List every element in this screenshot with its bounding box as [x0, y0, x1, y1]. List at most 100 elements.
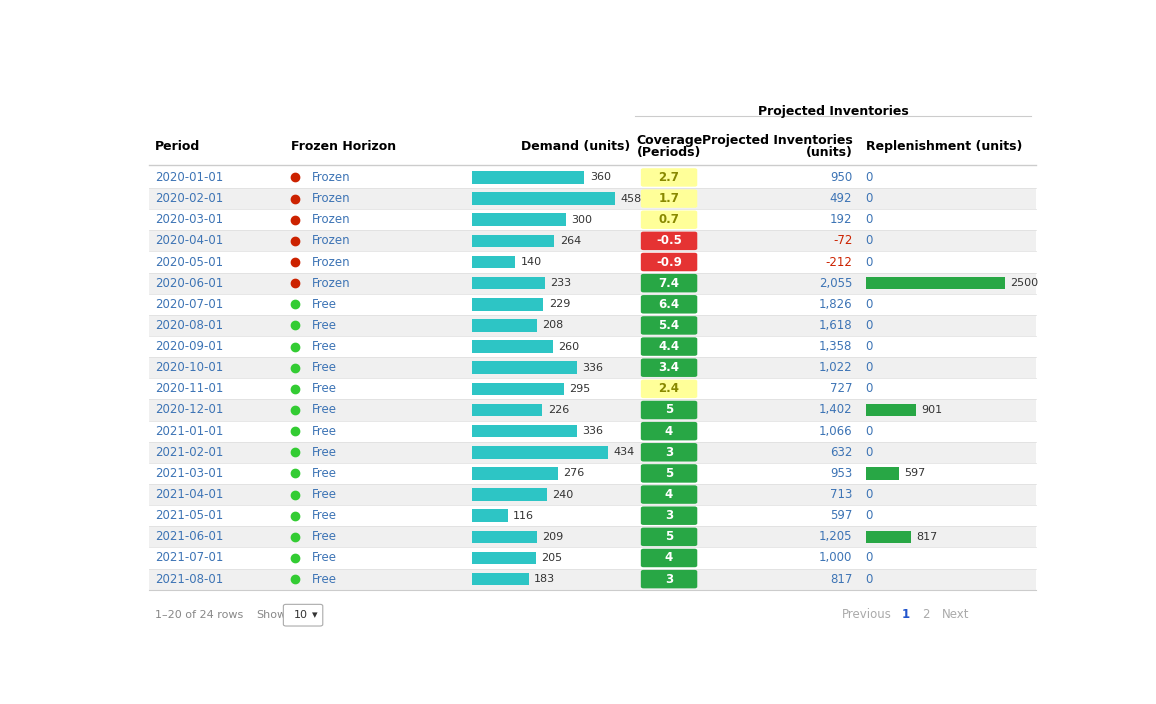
Text: Coverage: Coverage [636, 134, 702, 147]
Bar [149, 548, 1036, 569]
Text: Free: Free [312, 446, 338, 459]
Text: 2020-01-01: 2020-01-01 [155, 171, 223, 184]
Text: 632: 632 [830, 446, 852, 459]
Text: 0: 0 [866, 171, 873, 184]
Bar [149, 230, 1036, 251]
Bar [149, 484, 1036, 505]
Text: 360: 360 [590, 172, 610, 182]
Text: 3: 3 [665, 509, 673, 522]
Bar [149, 336, 1036, 357]
Text: 0: 0 [866, 509, 873, 522]
Text: 1,402: 1,402 [818, 403, 852, 417]
FancyBboxPatch shape [283, 604, 323, 626]
Text: 1: 1 [902, 608, 910, 621]
FancyBboxPatch shape [640, 316, 697, 334]
FancyBboxPatch shape [640, 443, 697, 462]
FancyBboxPatch shape [640, 274, 697, 292]
Text: Frozen: Frozen [312, 192, 350, 205]
Text: 1,000: 1,000 [818, 551, 852, 565]
Text: 183: 183 [534, 574, 555, 584]
Text: 2020-03-01: 2020-03-01 [155, 213, 223, 226]
Text: Free: Free [312, 551, 338, 565]
Text: 3.4: 3.4 [659, 361, 680, 375]
Text: -72: -72 [832, 234, 852, 247]
Text: 0.7: 0.7 [659, 213, 680, 226]
FancyBboxPatch shape [640, 189, 697, 208]
Text: 240: 240 [553, 489, 573, 500]
Text: 2021-05-01: 2021-05-01 [155, 509, 223, 522]
Bar [149, 272, 1036, 294]
Bar [472, 171, 585, 184]
Text: 336: 336 [583, 426, 603, 436]
Text: 2020-09-01: 2020-09-01 [155, 340, 223, 353]
Text: 0: 0 [866, 192, 873, 205]
Text: 2020-10-01: 2020-10-01 [155, 361, 223, 375]
Text: 953: 953 [830, 467, 852, 480]
Text: Frozen: Frozen [312, 171, 350, 184]
Bar [149, 399, 1036, 420]
Text: 458: 458 [621, 194, 642, 203]
Bar [472, 234, 554, 247]
Text: Replenishment (units): Replenishment (units) [866, 140, 1022, 153]
Text: 2020-04-01: 2020-04-01 [155, 234, 223, 247]
FancyBboxPatch shape [640, 506, 697, 525]
Text: 10: 10 [294, 610, 309, 620]
FancyBboxPatch shape [640, 422, 697, 441]
Text: 209: 209 [542, 532, 564, 542]
Text: 901: 901 [921, 405, 942, 415]
FancyBboxPatch shape [640, 210, 697, 229]
Bar [472, 403, 542, 416]
Text: 0: 0 [866, 382, 873, 396]
Text: 950: 950 [830, 171, 852, 184]
Bar [472, 192, 615, 205]
Bar [472, 531, 538, 543]
Text: 336: 336 [583, 363, 603, 372]
Text: 2020-11-01: 2020-11-01 [155, 382, 223, 396]
Text: (Periods): (Periods) [637, 146, 702, 158]
Text: 2021-02-01: 2021-02-01 [155, 446, 223, 459]
Text: Free: Free [312, 530, 338, 543]
Bar [472, 382, 564, 395]
Text: 2,055: 2,055 [818, 277, 852, 289]
Text: 0: 0 [866, 572, 873, 586]
Text: 7.4: 7.4 [659, 277, 680, 289]
Text: 434: 434 [613, 447, 635, 458]
FancyBboxPatch shape [640, 379, 697, 398]
Text: 5.4: 5.4 [659, 319, 680, 332]
Text: 295: 295 [570, 384, 591, 394]
Text: ▾: ▾ [312, 610, 318, 620]
Text: 0: 0 [866, 361, 873, 375]
Text: 4: 4 [665, 488, 673, 501]
Text: 817: 817 [917, 532, 938, 542]
Text: Previous: Previous [842, 608, 891, 621]
Text: (units): (units) [806, 146, 852, 158]
FancyBboxPatch shape [640, 548, 697, 567]
Bar [472, 319, 536, 332]
Text: 2021-03-01: 2021-03-01 [155, 467, 223, 480]
Text: 817: 817 [830, 572, 852, 586]
Text: -0.9: -0.9 [657, 256, 682, 268]
Text: -212: -212 [825, 256, 852, 268]
Bar [149, 294, 1036, 315]
Bar [149, 463, 1036, 484]
Text: 2020-08-01: 2020-08-01 [155, 319, 223, 332]
Bar [472, 256, 516, 268]
Bar [149, 167, 1036, 188]
Bar [472, 510, 507, 522]
Text: 300: 300 [571, 215, 592, 225]
Text: 233: 233 [550, 278, 571, 288]
Text: 3: 3 [665, 446, 673, 459]
Text: 2: 2 [922, 608, 929, 621]
Text: Period: Period [155, 140, 200, 153]
Text: 597: 597 [904, 468, 926, 479]
Bar [866, 467, 899, 479]
Bar [149, 420, 1036, 441]
FancyBboxPatch shape [640, 253, 697, 271]
Text: 0: 0 [866, 425, 873, 438]
Text: 192: 192 [830, 213, 852, 226]
Text: 208: 208 [542, 320, 563, 330]
Text: 1,205: 1,205 [818, 530, 852, 543]
Bar [149, 315, 1036, 336]
Text: 2021-07-01: 2021-07-01 [155, 551, 223, 565]
Bar [149, 441, 1036, 463]
